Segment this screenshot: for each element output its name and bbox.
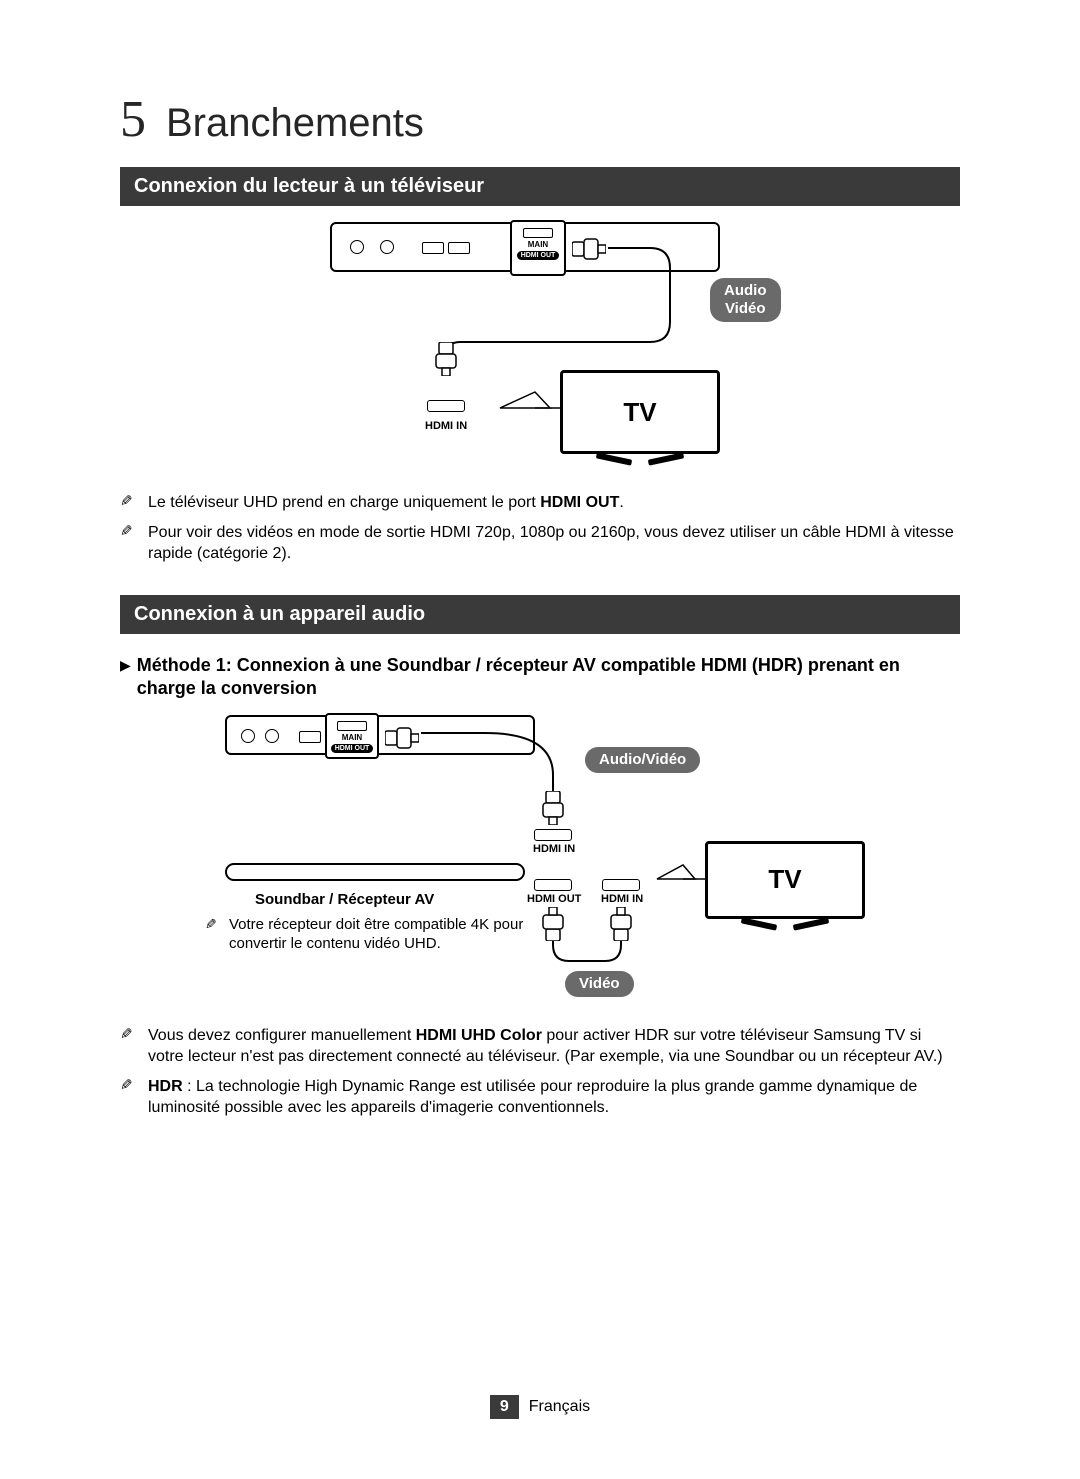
note-text: : La technologie High Dynamic Range est …	[148, 1078, 917, 1117]
tv-stand-icon	[745, 921, 825, 929]
tv-stand-icon	[600, 456, 680, 464]
chapter-heading: 5 Branchements	[120, 90, 960, 149]
hdmi-in-slot	[602, 879, 640, 891]
hdmi-in-label: HDMI IN	[601, 893, 643, 905]
cable-label-text: Audio Vidéo	[724, 282, 767, 317]
hdmi-plug-icon	[608, 907, 634, 941]
diagram-tv: MAIN HDMI OUT Audio Vidéo HDMI IN TV	[220, 222, 860, 472]
hdmi-plug-icon	[540, 907, 566, 941]
soundbar-note: Votre récepteur doit être compatible 4K …	[205, 915, 525, 954]
hdmi-in-slot	[427, 400, 465, 412]
note-item: Vous devez configurer manuellement HDMI …	[120, 1025, 960, 1068]
chapter-title: Branchements	[166, 101, 424, 146]
note-bold: HDMI UHD Color	[416, 1027, 542, 1044]
page-number: 9	[490, 1395, 519, 1419]
chapter-number: 5	[120, 90, 146, 149]
section-bar-audio: Connexion à un appareil audio	[120, 595, 960, 634]
hdmi-in-label: HDMI IN	[533, 843, 575, 855]
cable-line	[220, 222, 860, 472]
hdmi-out-slot	[534, 879, 572, 891]
hdmi-plug-icon	[433, 342, 459, 376]
note-text: Vous devez configurer manuellement	[148, 1027, 416, 1044]
method-title: Méthode 1: Connexion à une Soundbar / ré…	[137, 654, 960, 701]
cable-label-av: Audio Vidéo	[710, 278, 781, 322]
notes-section2: Vous devez configurer manuellement HDMI …	[120, 1025, 960, 1119]
hdmi-out-label: HDMI OUT	[527, 893, 581, 905]
hdmi-plug-icon	[540, 791, 566, 825]
triangle-icon: ▶	[120, 656, 131, 676]
cable-label-video: Vidéo	[565, 971, 634, 997]
hdmi-in-slot	[534, 829, 572, 841]
note-text: .	[619, 494, 623, 511]
note-item: Le téléviseur UHD prend en charge unique…	[120, 492, 960, 514]
tv-label: TV	[768, 864, 801, 895]
soundbar-label: Soundbar / Récepteur AV	[255, 891, 434, 908]
method-heading: ▶ Méthode 1: Connexion à une Soundbar / …	[120, 654, 960, 701]
note-text: Le téléviseur UHD prend en charge unique…	[148, 494, 540, 511]
tv-box: TV	[560, 370, 720, 454]
page-language: Français	[529, 1398, 590, 1415]
diagram-audio: MAIN HDMI OUT Audio/Vidéo HDMI IN Soundb…	[165, 715, 915, 1005]
note-text: Pour voir des vidéos en mode de sortie H…	[148, 524, 954, 563]
hdmi-in-label: HDMI IN	[425, 420, 467, 432]
note-bold: HDMI OUT	[540, 494, 619, 511]
section-bar-tv: Connexion du lecteur à un téléviseur	[120, 167, 960, 206]
cable-label-av: Audio/Vidéo	[585, 747, 700, 773]
note-item: HDR : La technologie High Dynamic Range …	[120, 1076, 960, 1119]
note-item: Pour voir des vidéos en mode de sortie H…	[120, 522, 960, 565]
tv-label: TV	[623, 397, 656, 428]
page-footer: 9 Français	[0, 1395, 1080, 1419]
note-bold: HDR	[148, 1078, 183, 1095]
notes-section1: Le téléviseur UHD prend en charge unique…	[120, 492, 960, 565]
soundbar-body	[225, 863, 525, 881]
tv-box: TV	[705, 841, 865, 919]
